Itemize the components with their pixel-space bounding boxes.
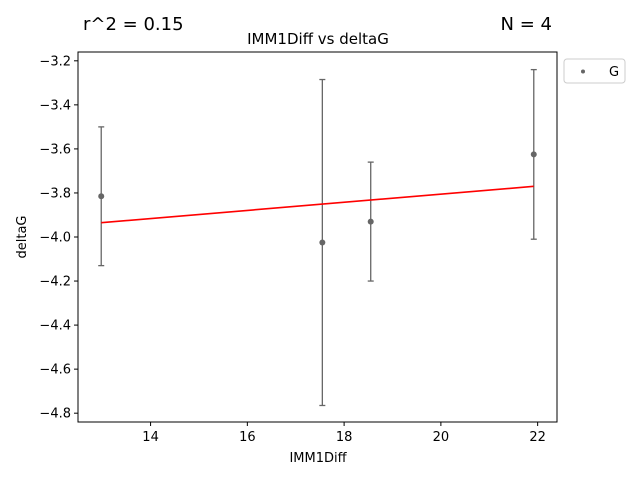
y-tick-label: −4.6 <box>39 363 71 378</box>
sample-count-annotation: N = 4 <box>501 14 552 35</box>
legend: G <box>563 58 626 84</box>
y-tick-label: −4.0 <box>39 231 71 246</box>
x-axis-label: IMM1Diff <box>289 451 347 466</box>
y-tick-label: −3.4 <box>39 98 71 113</box>
y-axis-label: deltaG <box>15 216 30 259</box>
legend-label-G: G <box>609 65 619 80</box>
y-tick-label: −3.8 <box>39 186 71 201</box>
r-squared-annotation: r^2 = 0.15 <box>83 14 184 35</box>
data-point-1 <box>319 239 326 246</box>
y-tick-label: −4.4 <box>39 319 71 334</box>
x-tick-label: 20 <box>433 430 450 445</box>
data-point-2 <box>367 218 374 225</box>
x-tick-label: 14 <box>142 430 159 445</box>
data-point-0 <box>98 193 105 200</box>
x-tick-label: 16 <box>239 430 256 445</box>
data-point-3 <box>530 151 537 158</box>
fit-line <box>101 185 534 224</box>
plot-frame <box>77 51 558 423</box>
chart-title: IMM1Diff vs deltaG <box>247 30 389 48</box>
legend-frame <box>563 58 626 84</box>
y-tick-label: −4.8 <box>39 407 71 422</box>
legend-marker-G <box>581 69 585 74</box>
y-tick-label: −4.2 <box>39 275 71 290</box>
x-tick-label: 22 <box>529 430 546 445</box>
y-tick-label: −3.2 <box>39 54 71 69</box>
x-tick-label: 18 <box>336 430 353 445</box>
y-tick-label: −3.6 <box>39 142 71 157</box>
